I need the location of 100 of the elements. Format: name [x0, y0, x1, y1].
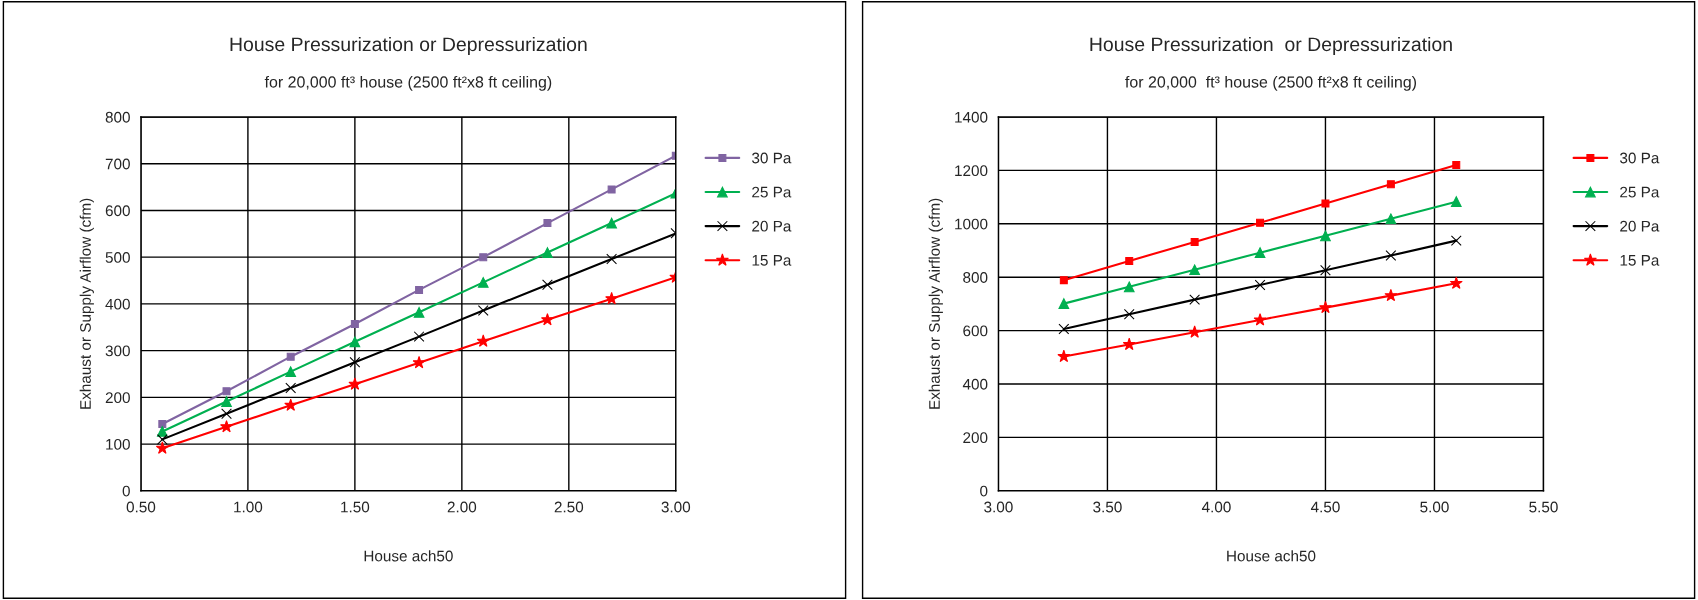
legend-label: 30 Pa [1620, 152, 1660, 164]
point [542, 247, 553, 258]
point [542, 279, 553, 291]
point [1318, 300, 1332, 314]
point [221, 396, 232, 407]
y-tick-label: 500 [105, 252, 130, 263]
point [1057, 349, 1071, 363]
legend-label: 15 Pa [1620, 255, 1660, 266]
point [158, 419, 167, 428]
point [607, 185, 616, 194]
point [1254, 247, 1266, 259]
x-tick-label: 1.00 [234, 501, 263, 513]
point [605, 291, 619, 305]
point [220, 420, 233, 433]
point [1188, 325, 1202, 338]
y-tick-label: 1200 [955, 165, 988, 177]
x-tick-label: 0.50 [126, 501, 156, 513]
y-tick-label: 200 [963, 432, 988, 444]
x-tick-label: 2.50 [554, 501, 584, 513]
y-tick-label: 1400 [955, 111, 988, 123]
point [349, 356, 361, 368]
point [1122, 337, 1136, 351]
point [477, 277, 489, 288]
x-tick-label: 5.50 [1529, 501, 1558, 513]
point [286, 352, 295, 361]
point [1123, 308, 1135, 320]
point [156, 434, 168, 445]
point [1189, 264, 1201, 276]
chart-title: House Pressurization or Depressurization [230, 36, 587, 56]
point [285, 366, 297, 378]
x-tick-label: 5.00 [1420, 501, 1449, 513]
point [412, 356, 426, 369]
y-tick-label: 800 [105, 111, 130, 123]
legend-label: 30 Pa [752, 152, 792, 164]
y-tick-label: 200 [105, 392, 130, 404]
point [1190, 237, 1199, 246]
x-tick-label: 3.50 [1093, 501, 1122, 513]
legend-label: 20 Pa [752, 220, 792, 232]
point [606, 253, 617, 265]
point [479, 253, 488, 262]
point [1254, 279, 1266, 291]
point [284, 398, 298, 411]
legend-label: 25 Pa [1620, 186, 1660, 198]
point [1123, 281, 1135, 293]
y-tick-label: 0 [122, 485, 130, 497]
point [350, 320, 359, 328]
y-tick-label: 400 [962, 378, 988, 390]
chart-title: House Pressurization or Depressurization [1090, 36, 1452, 56]
x-tick-label: 3.00 [984, 501, 1013, 513]
y-tick-label: 600 [963, 325, 988, 337]
x-tick-label: 1.50 [341, 501, 370, 513]
point [543, 219, 552, 228]
point [540, 313, 554, 326]
point [1320, 264, 1331, 276]
point [1450, 235, 1462, 246]
point [1449, 276, 1463, 289]
point [476, 334, 490, 347]
point [1059, 276, 1068, 285]
point [606, 217, 617, 229]
point [1385, 250, 1397, 261]
x-tick-label: 4.50 [1310, 501, 1340, 513]
x-tick-label: 3.00 [661, 501, 691, 513]
point [156, 426, 168, 437]
point [1058, 298, 1070, 310]
y-tick-label: 700 [105, 158, 130, 170]
y-tick-label: 800 [963, 272, 988, 283]
point [413, 306, 425, 318]
chart-subtitle: for 20,000 ft³ house (2500 ft²x8 ft ceiling) [264, 75, 552, 91]
point [1058, 323, 1070, 335]
point [155, 441, 169, 454]
point [1450, 196, 1462, 208]
y-axis-title: Exhaust or Supply Airflow (cfm) [928, 198, 943, 409]
y-tick-label: 300 [105, 345, 130, 357]
legend-label: 20 Pa [1620, 220, 1660, 232]
y-tick-label: 400 [105, 298, 130, 310]
chart-subtitle: for 20,000 ft³ house (2500 ft²x8 ft ceiling) [1125, 75, 1417, 91]
point [477, 305, 489, 316]
point [413, 331, 425, 342]
point [285, 382, 297, 394]
y-tick-label: 100 [106, 438, 130, 450]
point [1320, 230, 1331, 242]
point [415, 285, 424, 294]
legend-label: 25 Pa [752, 186, 792, 198]
point [1125, 256, 1134, 265]
point [1386, 180, 1395, 189]
point [348, 377, 362, 390]
point [1385, 213, 1397, 225]
x-axis-title: House ach50 [364, 550, 453, 562]
point [221, 408, 232, 420]
y-tick-label: 1000 [955, 218, 988, 230]
x-tick-label: 2.00 [447, 501, 477, 513]
point [1253, 313, 1267, 326]
legend-label: 15 Pa [752, 255, 792, 266]
point [349, 336, 361, 348]
point [1384, 288, 1398, 302]
point [1321, 199, 1330, 208]
y-axis-title: Exhaust or Supply Airflow (cfm) [79, 198, 94, 409]
point [1256, 218, 1265, 227]
y-tick-label: 600 [105, 205, 130, 217]
point [1189, 294, 1201, 306]
